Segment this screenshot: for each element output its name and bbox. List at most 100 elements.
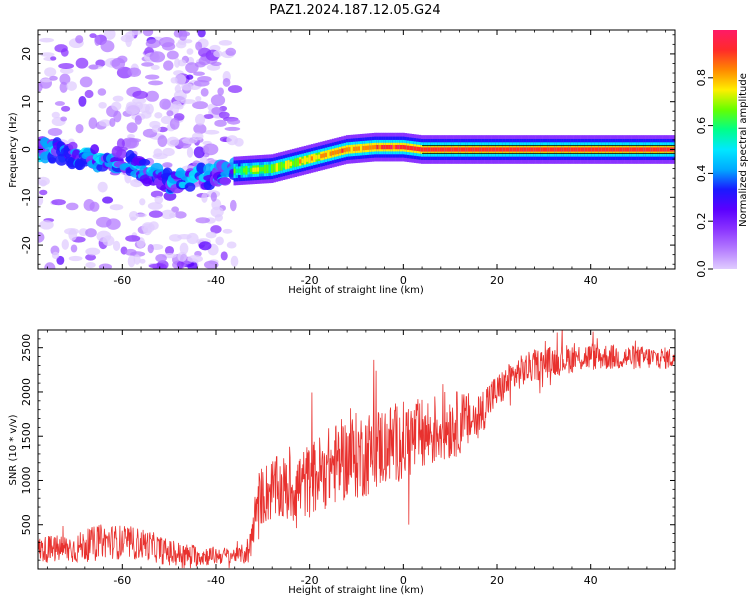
spectrogram-noise-cell xyxy=(59,73,71,85)
spectrogram-ridge-cell xyxy=(666,147,670,152)
spectrogram-ridge-cell xyxy=(390,144,394,150)
spectrogram-noise-cell xyxy=(174,58,181,68)
spectrogram-ridge-cell xyxy=(559,147,562,152)
spectrogram-ridge-cell xyxy=(519,147,522,152)
spectrogram-noise-cell xyxy=(88,64,99,70)
spectrogram-ridge-cell xyxy=(495,147,499,152)
spectrogram-x-tick-label: -60 xyxy=(113,274,131,287)
snr-x-ticks: -60 -40 -20 0 20 40 xyxy=(46,330,667,587)
spectrogram-ridge-cell xyxy=(416,146,419,152)
spectrogram-ridge-cell xyxy=(563,147,567,152)
spectrogram-ridge-cell xyxy=(650,147,653,152)
spectrogram-ridge-cell xyxy=(631,147,635,152)
spectrogram-noise-cell xyxy=(61,105,71,112)
spectrogram-noise-cell xyxy=(224,126,241,131)
spectrogram-ridge-cell xyxy=(292,161,295,166)
spectrogram-ridge-cell xyxy=(397,144,401,150)
spectrogram-noise-cell xyxy=(169,212,177,219)
spectrogram-ridge-cell xyxy=(610,147,614,152)
spectrogram-noise-cell xyxy=(85,254,97,261)
snr-y-tick-label: 500 xyxy=(20,514,33,535)
spectrogram-noise-cell xyxy=(222,228,233,234)
spectrogram-x-tick-label: 0 xyxy=(400,274,407,287)
spectrogram-ridge-cell xyxy=(296,159,300,165)
spectrogram-ridge-cell xyxy=(350,146,354,152)
spectrogram-ridge-cell xyxy=(430,147,433,152)
spectrogram-ridge-cell xyxy=(383,144,387,150)
spectrogram-noise-cell xyxy=(230,255,239,267)
spectrogram-noise-cell xyxy=(96,230,112,243)
spectrogram-noise-cell xyxy=(60,116,68,122)
spectrogram-noise-cell xyxy=(174,84,182,94)
spectrogram-ridge-cell xyxy=(392,144,396,150)
spectrogram-ridge-cell xyxy=(362,145,365,151)
spectrogram-noise-cell xyxy=(217,87,224,96)
spectrogram-noise-cell xyxy=(159,98,171,110)
snr-x-tick-label: 20 xyxy=(490,574,504,587)
spectrogram-noise-cell xyxy=(179,242,189,255)
spectrogram-noise-cell xyxy=(94,34,101,47)
snr-y-tick-label: 2000 xyxy=(20,378,33,406)
spectrogram-noise-cell xyxy=(147,243,154,254)
spectrogram-x-tick-label: 20 xyxy=(490,274,504,287)
spectrogram-noise-cell xyxy=(203,260,219,269)
spectrogram-ridge-cell xyxy=(617,147,621,152)
spectrogram-noise-cell xyxy=(85,228,97,238)
spectrogram-ridge-cell xyxy=(348,147,351,152)
spectrogram-noise-cell xyxy=(75,123,84,134)
spectrogram-ridge-cell xyxy=(629,147,632,152)
spectrogram-noise-cell xyxy=(85,261,96,269)
spectrogram-ridge-cell xyxy=(273,165,276,171)
spectrogram-noise-cell xyxy=(85,247,101,256)
spectrogram-ridge-cell xyxy=(566,147,569,152)
spectrogram-ridge-cell xyxy=(523,147,527,152)
spectrogram-ridge-cell xyxy=(467,147,471,152)
spectrogram-noise-cell xyxy=(160,115,173,125)
spectrogram-ridge-cell xyxy=(542,147,546,152)
spectrogram-noise-cell xyxy=(210,225,222,234)
spectrogram-ridge-cell xyxy=(280,164,283,169)
spectrogram-ridge-cell xyxy=(626,147,630,152)
spectrogram-noise-cell xyxy=(58,63,75,69)
spectrogram-noise-cell xyxy=(203,114,214,119)
snr-x-label: Height of straight line (km) xyxy=(288,585,424,596)
spectrogram-ridge-cell xyxy=(301,158,305,164)
spectrogram-ridge-cell xyxy=(615,147,618,152)
spectrogram-noise-cell xyxy=(97,88,107,96)
snr-x-tick-label: -20 xyxy=(301,574,319,587)
spectrogram-ridge-cell xyxy=(488,147,492,152)
spectrogram-noise-cell xyxy=(164,245,175,256)
spectrogram-ridge-cell xyxy=(338,149,342,154)
spectrogram-ridge-cell xyxy=(474,147,478,152)
spectrogram-noise-cell xyxy=(193,123,207,135)
spectrogram-noise-cell xyxy=(150,190,164,198)
spectrogram-ridge-cell xyxy=(329,151,333,156)
spectrogram-ridge-cell xyxy=(336,149,340,155)
spectrogram-noise-cell xyxy=(152,153,168,160)
spectrogram-ridge-cell xyxy=(477,147,480,152)
spectrogram-noise-cell xyxy=(158,37,175,48)
spectrogram-noise-cell xyxy=(191,132,204,141)
spectrogram-ridge-cell xyxy=(420,147,424,152)
spectrogram-ridge-cell xyxy=(486,147,490,152)
spectrogram-ridge-cell xyxy=(357,146,361,151)
spectrogram-ridge-cell xyxy=(561,147,564,152)
spectrogram-ridge-cell xyxy=(381,144,384,150)
spectrogram-noise-cell xyxy=(78,95,87,107)
spectrogram-noise-cell xyxy=(186,232,199,245)
spectrogram-ridge-cell xyxy=(624,147,628,152)
spectrogram-noise-cell xyxy=(154,195,164,204)
spectrogram-noise-cell xyxy=(166,136,180,147)
snr-y-ticks: 500 1000 1500 2000 2500 xyxy=(20,329,675,570)
spectrogram-ridge-cell xyxy=(460,147,464,152)
spectrogram-ridge-cell xyxy=(448,147,452,152)
spectrogram-ridge-cell xyxy=(603,147,607,152)
spectrogram-ridge-cell xyxy=(247,167,251,173)
spectrogram-noise-cell xyxy=(70,244,78,253)
spectrogram-noise-cell xyxy=(98,119,112,127)
spectrogram-ridge-cell xyxy=(352,146,356,152)
spectrogram-noise-cell xyxy=(112,95,124,102)
spectrogram-ridge-cell xyxy=(645,147,649,152)
spectrogram-ridge-cell xyxy=(303,158,307,163)
spectrogram-ridge-cell xyxy=(444,147,447,152)
